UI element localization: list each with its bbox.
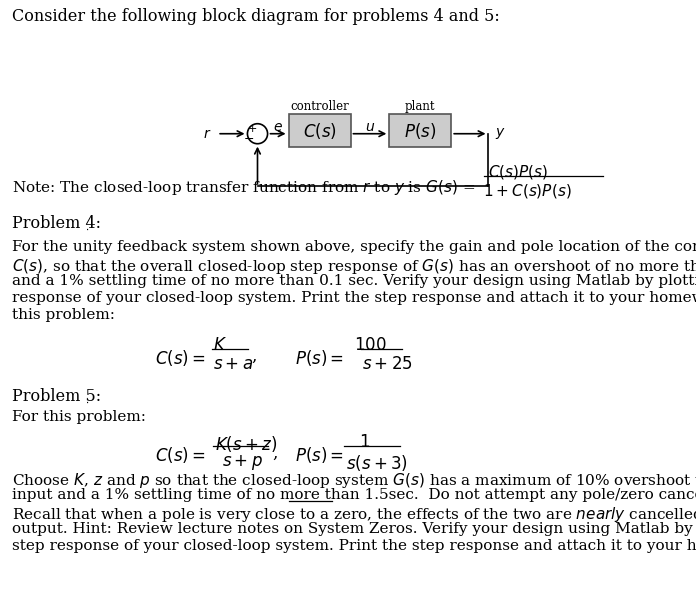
- Text: $s(s+3)$: $s(s+3)$: [346, 453, 408, 473]
- Bar: [389, 114, 451, 147]
- Text: Problem 4:: Problem 4:: [12, 215, 101, 232]
- Text: Consider the following block diagram for problems 4 and 5:: Consider the following block diagram for…: [12, 8, 500, 25]
- Text: $C(s) = $: $C(s) = $: [155, 445, 205, 465]
- Text: Recall that when a pole is very close to a zero, the effects of the two are $\ma: Recall that when a pole is very close to…: [12, 505, 696, 524]
- Text: $C(s)P(s)$: $C(s)P(s)$: [488, 163, 548, 181]
- Text: $100$: $100$: [354, 337, 386, 354]
- Text: and a 1% settling time of no more than 0.1 sec. Verify your design using Matlab : and a 1% settling time of no more than 0…: [12, 274, 696, 288]
- Text: $C(s) = $: $C(s) = $: [155, 348, 205, 368]
- Text: −: −: [244, 133, 254, 145]
- Text: plant: plant: [405, 100, 436, 113]
- Text: $P(s) = $: $P(s) = $: [295, 445, 344, 465]
- Text: Problem 5:: Problem 5:: [12, 388, 101, 405]
- Text: $r$: $r$: [203, 127, 211, 141]
- Text: Note: The closed-loop transfer function from $r$ to $y$ is $G(s)$ =: Note: The closed-loop transfer function …: [12, 178, 475, 197]
- Text: $y$: $y$: [495, 126, 505, 141]
- Text: this problem:: this problem:: [12, 308, 115, 322]
- Text: output. Hint: Review lecture notes on System Zeros. Verify your design using Mat: output. Hint: Review lecture notes on Sy…: [12, 522, 696, 536]
- Text: $u$: $u$: [365, 120, 375, 134]
- Text: $s+p$: $s+p$: [222, 453, 263, 472]
- Text: input and a 1% settling time of no more than 1.5sec.  Do not attempt any pole/ze: input and a 1% settling time of no more …: [12, 488, 696, 502]
- Text: ,: ,: [272, 445, 278, 462]
- Text: For the unity feedback system shown above, specify the gain and pole location of: For the unity feedback system shown abov…: [12, 240, 696, 254]
- Text: $C(s)$: $C(s)$: [303, 121, 336, 141]
- Text: $s+25$: $s+25$: [362, 356, 413, 373]
- Text: $P(s)$: $P(s)$: [404, 121, 436, 141]
- Text: $P(s) = $: $P(s) = $: [295, 348, 344, 368]
- Text: $C(s)$, so that the overall closed-loop step response of $G(s)$ has an overshoot: $C(s)$, so that the overall closed-loop …: [12, 257, 696, 276]
- Text: controller: controller: [290, 100, 349, 113]
- Text: Choose $K$, $z$ and $p$ so that the closed-loop system $G(s)$ has a maximum of 1: Choose $K$, $z$ and $p$ so that the clos…: [12, 471, 696, 490]
- Text: For this problem:: For this problem:: [12, 410, 146, 424]
- Text: $s+a$: $s+a$: [213, 356, 253, 373]
- Text: $K(s+z)$: $K(s+z)$: [215, 434, 277, 454]
- Text: step response of your closed-loop system. Print the step response and attach it : step response of your closed-loop system…: [12, 539, 696, 553]
- Text: ,: ,: [251, 348, 256, 365]
- Text: $1$: $1$: [359, 434, 370, 451]
- Text: +: +: [248, 124, 258, 134]
- Bar: [289, 114, 351, 147]
- Text: response of your closed-loop system. Print the step response and attach it to yo: response of your closed-loop system. Pri…: [12, 291, 696, 305]
- Text: $e$: $e$: [273, 120, 283, 134]
- Text: $K$: $K$: [213, 337, 227, 354]
- Circle shape: [247, 124, 267, 144]
- Text: $1+C(s)P(s)$: $1+C(s)P(s)$: [483, 182, 571, 200]
